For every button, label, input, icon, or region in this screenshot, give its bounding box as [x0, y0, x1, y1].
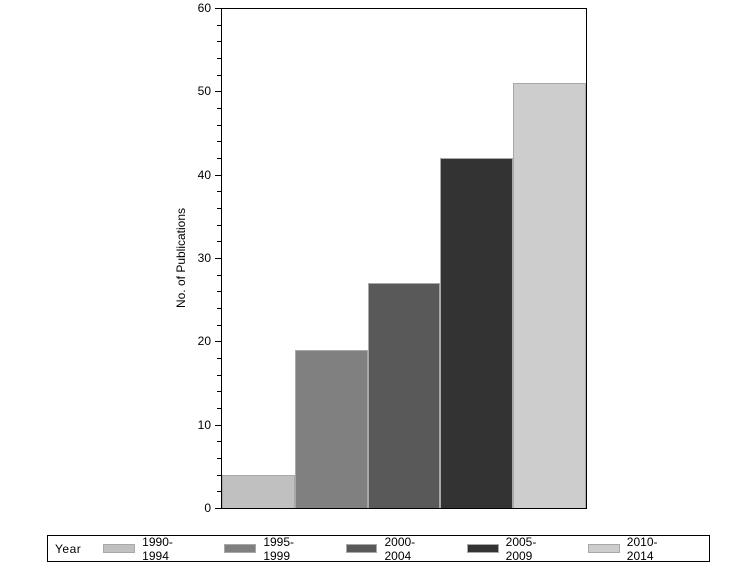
minor-tick	[217, 408, 221, 409]
legend-item: 2010-2014	[587, 534, 684, 563]
bar-2005-2009	[440, 158, 514, 508]
minor-tick	[217, 274, 221, 276]
legend-label: 2000-2004	[384, 534, 416, 563]
minor-tick	[217, 358, 221, 359]
legend-swatch	[466, 544, 499, 553]
legend-item: 1990-1994	[103, 535, 199, 563]
major-tick	[215, 508, 221, 509]
minor-tick	[217, 441, 221, 443]
legend-label: 1990-1994	[142, 534, 173, 563]
minor-tick	[217, 191, 221, 193]
major-tick	[215, 174, 221, 176]
legend-item: 2005-2009	[466, 534, 563, 563]
minor-tick	[217, 158, 221, 159]
minor-tick	[217, 491, 221, 493]
major-tick	[215, 8, 221, 9]
minor-tick	[217, 108, 221, 109]
major-tick	[215, 258, 221, 259]
legend-item: 1995-1999	[224, 535, 320, 563]
minor-tick	[217, 391, 221, 393]
legend-item: 2000-2004	[345, 534, 442, 563]
legend-swatch	[224, 544, 257, 553]
major-tick	[215, 91, 221, 93]
bar-1990-1994	[222, 474, 295, 508]
bar-2000-2004	[367, 283, 441, 508]
major-tick	[215, 424, 221, 426]
legend-swatch	[587, 544, 620, 553]
y-tick-label: 50	[197, 84, 211, 99]
y-tick-label: 60	[197, 1, 211, 15]
y-tick-label: 0	[204, 501, 211, 515]
legend-label: 2010-2014	[626, 534, 658, 563]
bar-1995-1999	[294, 349, 368, 508]
y-tick-label: 20	[197, 334, 211, 349]
bar-2010-2014	[513, 83, 586, 508]
legend-swatch	[345, 544, 378, 553]
minor-tick	[217, 41, 221, 43]
minor-tick	[217, 324, 221, 326]
legend-label: 1995-1999	[263, 534, 295, 563]
minor-tick	[217, 124, 221, 126]
minor-tick	[217, 58, 221, 59]
minor-tick	[217, 24, 221, 26]
y-tick-label: 40	[197, 167, 211, 182]
minor-tick	[217, 208, 221, 209]
minor-tick	[217, 308, 221, 309]
major-tick	[215, 341, 221, 343]
legend: Year 1990-1994 1995-1999 2000-2004 2005-…	[47, 534, 710, 563]
minor-tick	[217, 291, 221, 293]
minor-tick	[217, 474, 221, 476]
minor-tick	[217, 224, 221, 226]
minor-tick	[217, 74, 221, 76]
minor-tick	[217, 141, 221, 143]
y-tick-label: 10	[197, 417, 211, 432]
minor-tick	[217, 374, 221, 376]
legend-label: 2005-2009	[505, 534, 537, 563]
legend-swatch	[103, 544, 136, 553]
plot-area	[221, 8, 587, 509]
y-tick-label: 30	[197, 251, 211, 265]
legend-title: Year	[55, 541, 82, 556]
minor-tick	[217, 241, 221, 243]
minor-tick	[217, 458, 221, 459]
